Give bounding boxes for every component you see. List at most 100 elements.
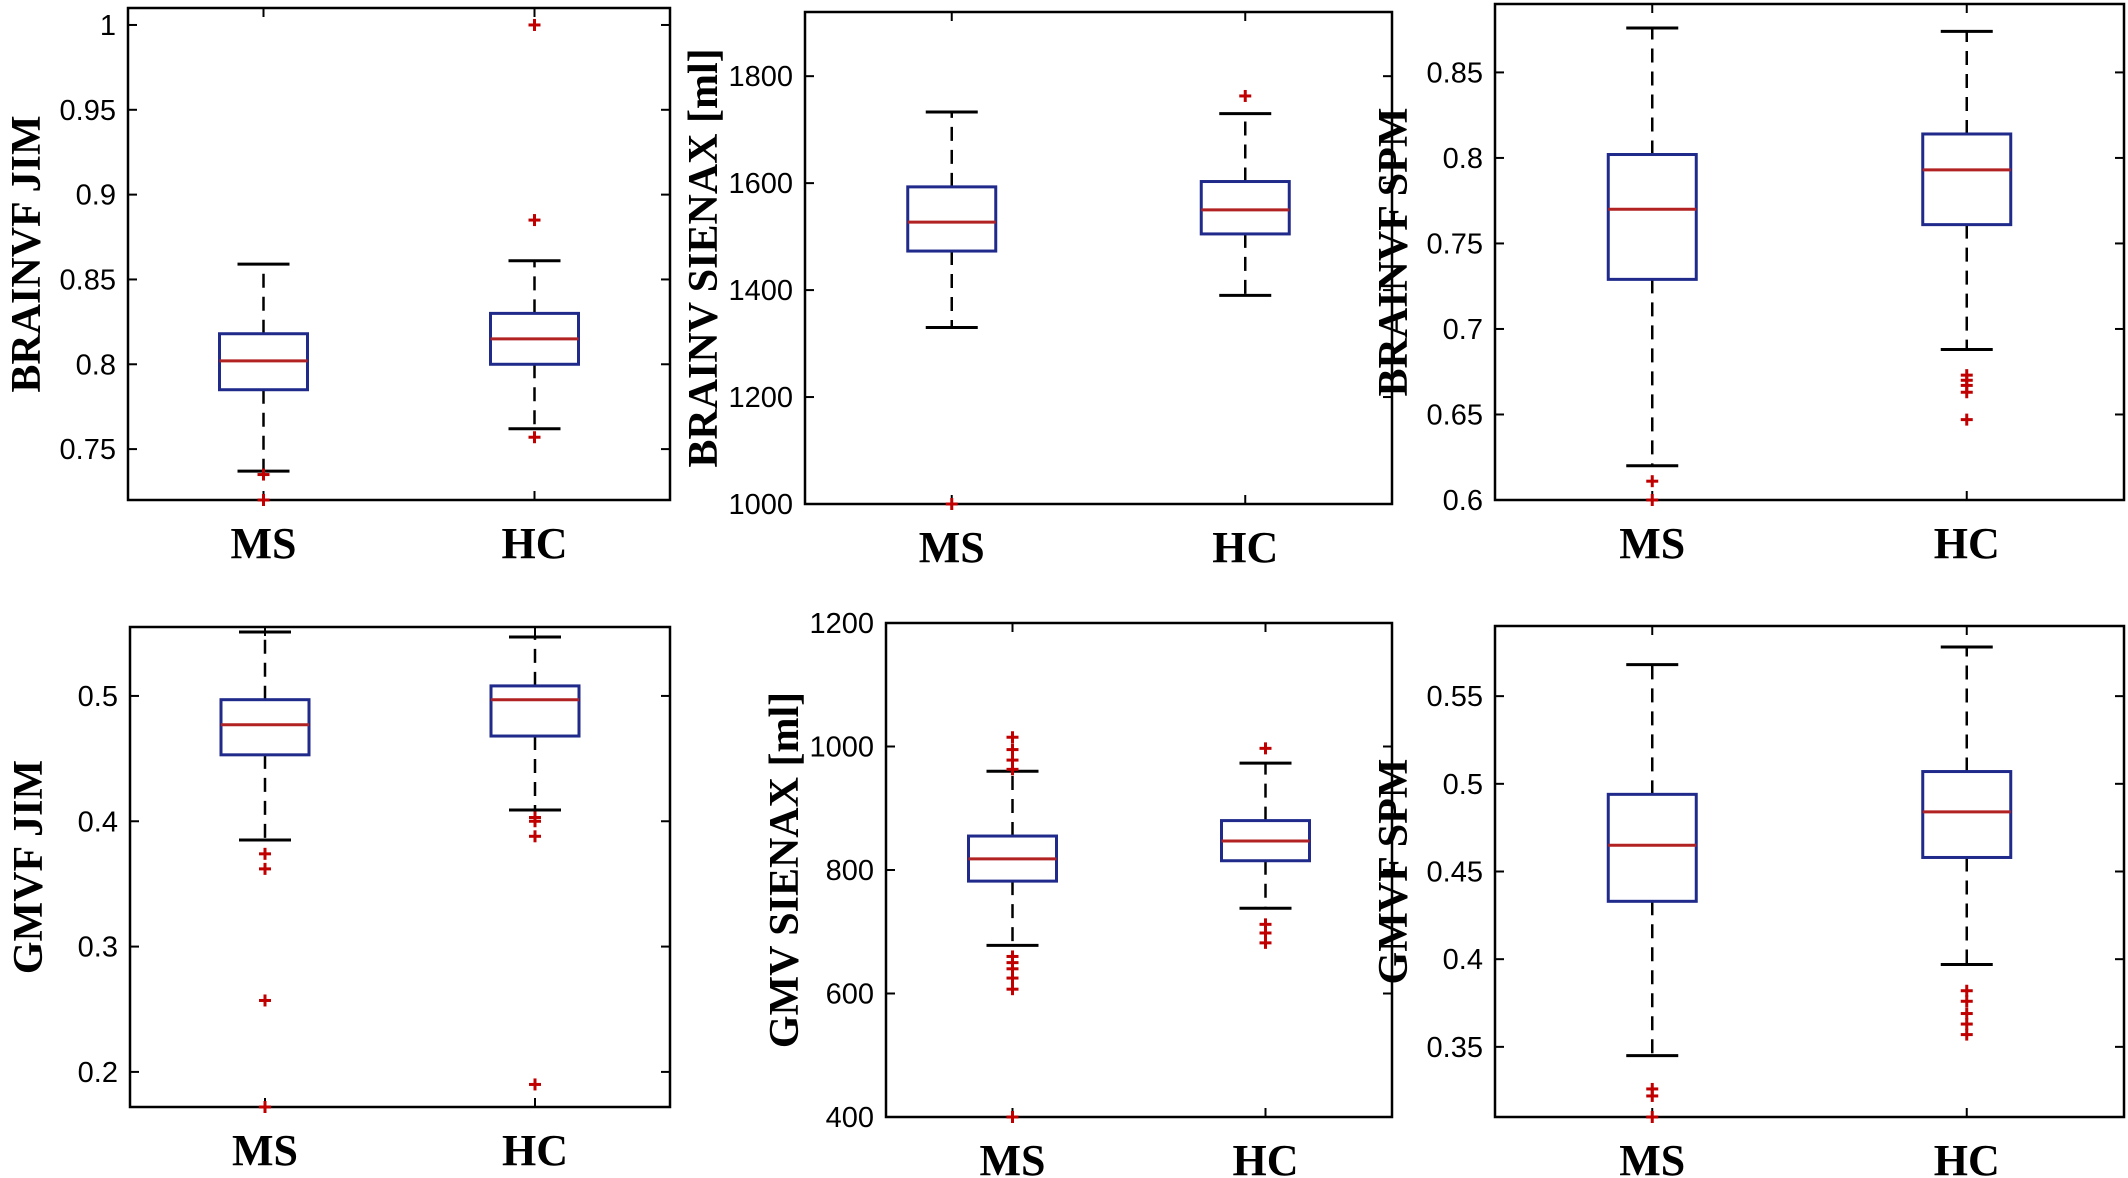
- outlier-point: [1006, 731, 1019, 744]
- panel-4: 0.2 0.3 0.4 0.5 GMVF JIM MS HC: [6, 625, 672, 1175]
- y-axis-title: BRAINV SIENAX [ml]: [681, 48, 727, 467]
- axes-frame: [1493, 2, 2126, 502]
- outlier-point: [1646, 1089, 1659, 1102]
- iqr-box: [906, 185, 998, 253]
- axes-frame: [128, 625, 672, 1109]
- box-ms: [906, 110, 998, 510]
- outlier-point: [1006, 743, 1019, 756]
- y-tick-label: 1200: [809, 608, 874, 640]
- outlier-point: [529, 830, 541, 843]
- y-tick-label: 800: [826, 855, 874, 887]
- category-label-hc: HC: [1934, 519, 2000, 568]
- y-tick-label: 0.3: [78, 932, 118, 964]
- outlier-point: [528, 431, 541, 444]
- y-tick-label: 0.5: [78, 681, 118, 713]
- y-axis-title: BRAINVF JIM: [4, 115, 50, 392]
- y-axis-title: BRAINVF SPM: [1371, 108, 1417, 397]
- y-tick-label: 600: [826, 979, 874, 1011]
- box-hc: [1220, 742, 1311, 949]
- box-hc: [1199, 89, 1291, 297]
- axes-frame: [1493, 624, 2126, 1119]
- category-label-ms: MS: [232, 1126, 298, 1175]
- iqr-box: [219, 698, 311, 757]
- outlier-point: [1960, 1007, 1973, 1020]
- category-label-ms: MS: [980, 1136, 1046, 1178]
- outlier-point: [1646, 475, 1659, 488]
- outlier-point: [259, 1101, 271, 1113]
- y-tick-label: 0.2: [78, 1057, 118, 1089]
- y-tick-label: 1200: [728, 382, 793, 414]
- outlier-point: [529, 815, 541, 828]
- y-tick-label: 0.5: [1443, 769, 1483, 801]
- outlier-point: [1006, 763, 1019, 776]
- outlier-point: [1239, 89, 1252, 102]
- y-tick-label: 0.8: [76, 349, 116, 381]
- category-label-ms: MS: [919, 523, 985, 572]
- box-ms: [218, 262, 309, 506]
- outlier-point: [1006, 1111, 1019, 1123]
- y-tick-label: 1800: [728, 61, 793, 93]
- category-label-hc: HC: [1934, 1136, 2000, 1178]
- outlier-point: [257, 468, 270, 481]
- y-tick-label: 1400: [728, 275, 793, 307]
- y-tick-label: 1000: [728, 489, 793, 521]
- category-label-hc: HC: [502, 519, 568, 568]
- category-label-hc: HC: [1233, 1136, 1299, 1178]
- outlier-point: [1259, 936, 1272, 949]
- y-tick-label: 0.55: [1427, 681, 1483, 713]
- outlier-point: [1646, 494, 1659, 506]
- iqr-box: [1921, 132, 2013, 227]
- outlier-point: [257, 494, 270, 506]
- iqr-box: [1606, 153, 1698, 281]
- category-label-ms: MS: [231, 519, 297, 568]
- y-tick-label: 0.4: [78, 806, 118, 838]
- box-hc: [489, 18, 580, 444]
- outlier-point: [528, 214, 541, 227]
- box-ms: [1606, 663, 1698, 1123]
- y-tick-label: 1600: [728, 168, 793, 200]
- box-hc: [1921, 645, 2013, 1041]
- y-tick-label: 0.75: [60, 434, 116, 466]
- outlier-point: [259, 994, 271, 1007]
- outlier-point: [259, 862, 271, 875]
- axes-frame: [884, 621, 1394, 1119]
- outlier-point: [1646, 1111, 1659, 1123]
- outlier-point: [1006, 972, 1019, 985]
- panel-5: 400 600 800 1000 1200 GMV SIENAX [ml] MS HC: [762, 608, 1394, 1178]
- y-tick-label: 0.95: [60, 95, 116, 127]
- y-tick-label: 400: [826, 1102, 874, 1134]
- iqr-box: [1606, 792, 1698, 903]
- box-hc: [1921, 29, 2013, 426]
- y-tick-label: 1: [100, 10, 116, 42]
- outlier-point: [1960, 1018, 1973, 1031]
- outlier-point: [945, 498, 958, 510]
- outlier-point: [528, 18, 541, 31]
- iqr-box: [1921, 770, 2013, 859]
- outlier-point: [259, 847, 271, 860]
- category-label-hc: HC: [502, 1126, 568, 1175]
- y-axis-title: GMVF JIM: [6, 760, 52, 974]
- category-label-hc: HC: [1212, 523, 1278, 572]
- outlier-point: [529, 1078, 541, 1091]
- category-label-ms: MS: [1619, 519, 1685, 568]
- outlier-point: [1006, 983, 1019, 996]
- y-tick-label: 0.35: [1427, 1032, 1483, 1064]
- outlier-point: [1960, 386, 1973, 399]
- y-tick-label: 0.6: [1443, 485, 1483, 517]
- y-tick-label: 0.85: [1427, 57, 1483, 89]
- iqr-box: [1199, 180, 1291, 236]
- panel-6: 0.35 0.4 0.45 0.5 0.55 GMVF SPM MS HC: [1371, 624, 2126, 1178]
- y-tick-label: 0.45: [1427, 857, 1483, 889]
- outlier-point: [1259, 742, 1272, 755]
- axes-frame: [803, 10, 1394, 506]
- category-label-ms: MS: [1619, 1136, 1685, 1178]
- outlier-point: [1960, 995, 1973, 1008]
- outlier-point: [1960, 1028, 1973, 1041]
- y-tick-label: 0.8: [1443, 143, 1483, 175]
- box-ms: [219, 630, 311, 1113]
- y-axis-title: GMV SIENAX [ml]: [762, 692, 808, 1048]
- y-tick-label: 0.4: [1443, 944, 1483, 976]
- y-axis-title: GMVF SPM: [1371, 759, 1417, 985]
